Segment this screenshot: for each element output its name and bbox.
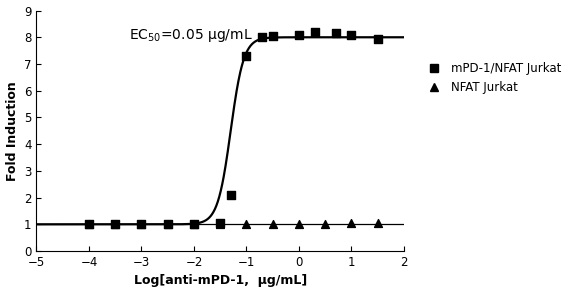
Point	[163, 222, 173, 227]
Point	[163, 222, 173, 227]
Point	[242, 54, 251, 58]
Text: EC$_{50}$=0.05 μg/mL: EC$_{50}$=0.05 μg/mL	[129, 27, 253, 44]
Point	[373, 36, 383, 41]
Point	[84, 222, 93, 227]
Point	[216, 221, 225, 225]
Point	[189, 222, 198, 227]
Point	[373, 221, 383, 225]
Point	[226, 193, 235, 197]
Point	[189, 222, 198, 227]
Y-axis label: Fold Induction: Fold Induction	[6, 81, 18, 181]
Point	[242, 222, 251, 227]
Point	[111, 222, 120, 227]
Point	[257, 35, 267, 40]
Point	[294, 32, 304, 37]
Point	[111, 222, 120, 227]
Point	[137, 222, 146, 227]
Point	[347, 32, 356, 37]
X-axis label: Log[anti-mPD-1,  μg/mL]: Log[anti-mPD-1, μg/mL]	[133, 275, 307, 287]
Point	[347, 221, 356, 225]
Point	[310, 30, 319, 34]
Point	[84, 222, 93, 227]
Point	[216, 222, 225, 227]
Legend: mPD-1/NFAT Jurkat, NFAT Jurkat: mPD-1/NFAT Jurkat, NFAT Jurkat	[417, 57, 567, 98]
Point	[294, 222, 304, 227]
Point	[321, 222, 330, 227]
Point	[268, 34, 278, 38]
Point	[268, 222, 278, 227]
Point	[331, 31, 340, 36]
Point	[137, 222, 146, 227]
